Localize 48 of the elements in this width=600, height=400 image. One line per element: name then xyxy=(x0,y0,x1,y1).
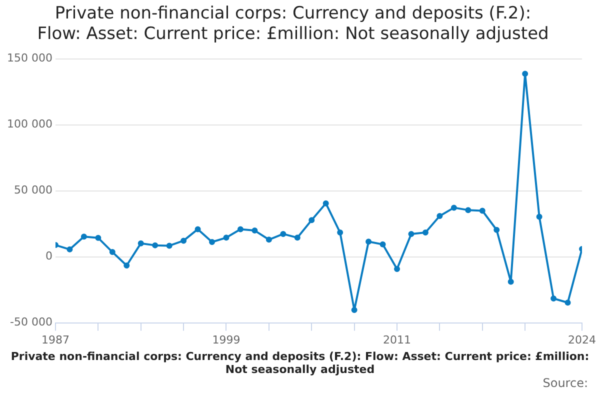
point xyxy=(194,226,201,232)
source-note: Source: xyxy=(542,376,589,390)
point xyxy=(308,217,315,224)
point xyxy=(351,306,358,313)
point xyxy=(294,234,300,241)
point xyxy=(564,300,571,306)
y-tick-label: 0 xyxy=(45,250,52,263)
y-tick-label: 100 000 xyxy=(6,118,52,131)
point xyxy=(280,230,286,237)
point xyxy=(450,204,457,211)
point xyxy=(138,240,144,246)
point xyxy=(522,70,528,77)
point xyxy=(80,234,87,240)
x-tick-label: 2011 xyxy=(383,333,412,346)
point xyxy=(124,262,130,269)
point xyxy=(266,236,272,243)
x-tick-label: 1999 xyxy=(212,333,240,346)
text: Private non-financial corps: Currency and deposits (F.2): Flow: Asset: Current price: £million: Not seasonally adjusted xyxy=(10,350,590,376)
point xyxy=(394,266,400,272)
point xyxy=(109,249,116,256)
point xyxy=(322,200,329,206)
x-tick-label: 2024 xyxy=(568,333,596,346)
point xyxy=(180,238,187,244)
y-tick-label: 50 000 xyxy=(14,184,52,197)
point xyxy=(408,230,414,237)
point xyxy=(209,239,216,246)
point xyxy=(536,214,542,220)
point xyxy=(508,278,514,285)
point xyxy=(436,213,443,220)
point xyxy=(422,230,428,236)
point xyxy=(95,234,102,241)
x-tick-label: 1987 xyxy=(41,333,70,346)
point xyxy=(550,296,557,302)
point xyxy=(337,230,344,236)
point xyxy=(223,234,230,241)
point xyxy=(494,226,500,233)
point xyxy=(66,246,73,252)
point xyxy=(465,207,472,214)
point xyxy=(252,228,258,234)
point xyxy=(237,226,244,232)
point xyxy=(380,241,386,248)
point xyxy=(366,238,372,245)
point xyxy=(479,208,486,214)
point xyxy=(166,242,172,249)
y-tick-label: -50 000 xyxy=(10,316,52,329)
chart-title: Private non-financial corps: Currency and deposits (F.2): Flow: Asset: Current price: £million: Not seasonally adjusted xyxy=(37,4,549,44)
y-tick-label: 150 000 xyxy=(6,52,52,65)
point xyxy=(152,242,158,248)
